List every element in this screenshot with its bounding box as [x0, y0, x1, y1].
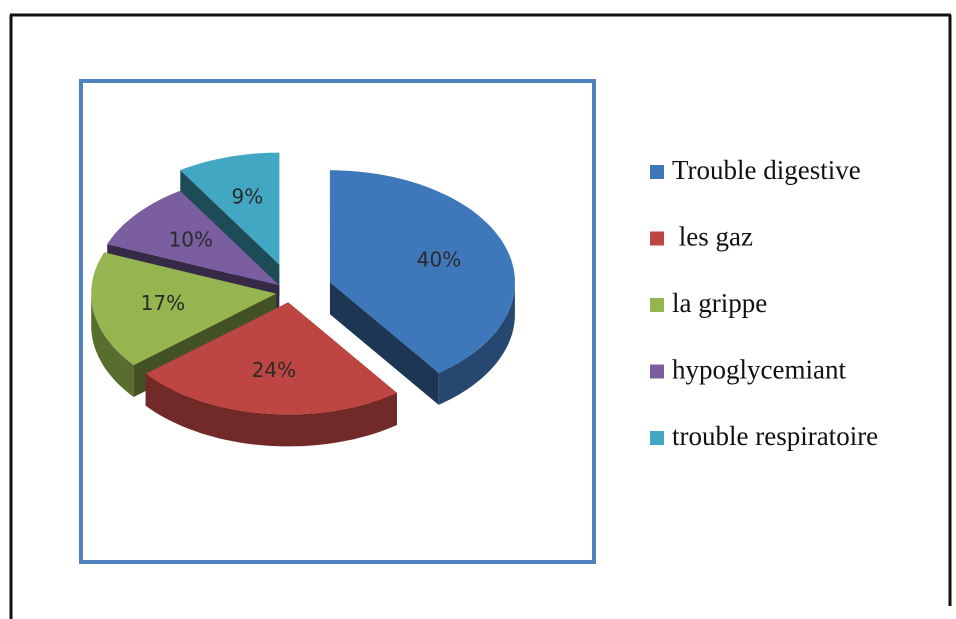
data-label: 9% [232, 184, 264, 208]
pie: 40% 24% 17% 10% 9% [91, 152, 515, 447]
legend-label: la grippe [672, 288, 767, 318]
data-label: 17% [141, 291, 185, 315]
slice-rim [91, 293, 134, 397]
data-label: 40% [417, 247, 461, 271]
data-label: 24% [252, 358, 296, 382]
slice-rim [145, 373, 397, 447]
outer-frame [9, 13, 952, 619]
slice [145, 302, 397, 415]
legend-label: Trouble digestive [672, 155, 861, 185]
slice [180, 152, 280, 265]
legend-swatch [650, 231, 664, 246]
slice [329, 170, 515, 373]
legend-swatch [650, 298, 664, 312]
data-label: 10% [169, 228, 213, 252]
slice [107, 190, 280, 286]
legend-label: les gaz [672, 222, 753, 252]
legend-label: trouble respiratoire [672, 421, 878, 451]
legend-swatch [650, 431, 664, 445]
legend-swatch [650, 165, 664, 179]
slice-rim [438, 282, 515, 405]
slice-side [329, 282, 439, 405]
legend-label: hypoglycemiant [672, 355, 846, 385]
slice [91, 252, 277, 365]
legend-swatch [650, 364, 664, 379]
legend: Trouble digestive les gaz la grippe hypogl… [650, 155, 878, 451]
plot-frame [79, 79, 596, 564]
